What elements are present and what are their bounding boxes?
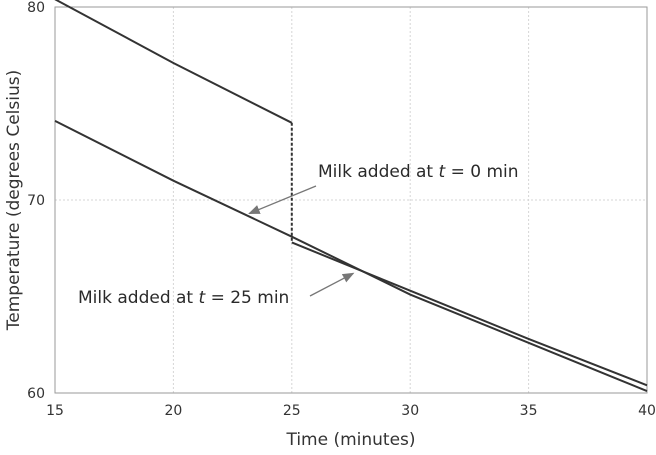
annotation-arrow (248, 185, 317, 215)
x-tick-label: 35 (520, 403, 538, 419)
x-tick-label: 30 (401, 403, 419, 419)
annotations: Milk added at t = 0 min Milk added at t =… (78, 162, 519, 308)
x-tick-label: 20 (164, 403, 182, 419)
series-1 (54, 0, 648, 387)
series-line-segment (54, 0, 293, 124)
tick-labels: 15 20 25 30 35 40 60 70 80 (27, 0, 656, 419)
y-tick-label: 60 (27, 386, 45, 402)
annotation-label: Milk added at t = 0 min (318, 162, 519, 182)
annotation-arrow (309, 272, 355, 297)
gridlines (55, 7, 647, 393)
annotation-1: Milk added at t = 0 min (248, 162, 519, 215)
series-line-segment (291, 241, 648, 387)
annotation-2: Milk added at t = 25 min (78, 272, 355, 308)
y-tick-label: 70 (27, 193, 45, 209)
annotation-label: Milk added at t = 25 min (78, 288, 289, 308)
series-2 (54, 119, 648, 392)
x-axis-title: Time (minutes) (285, 430, 415, 450)
x-tick-label: 25 (283, 403, 301, 419)
x-tick-label: 15 (46, 403, 64, 419)
series-lines (54, 0, 648, 392)
series-line-segment (54, 119, 648, 392)
y-tick-label: 80 (27, 0, 45, 16)
plot-frame (54, 6, 648, 394)
x-tick-label: 40 (638, 403, 656, 419)
y-axis-title: Temperature (degrees Celsius) (4, 70, 24, 331)
